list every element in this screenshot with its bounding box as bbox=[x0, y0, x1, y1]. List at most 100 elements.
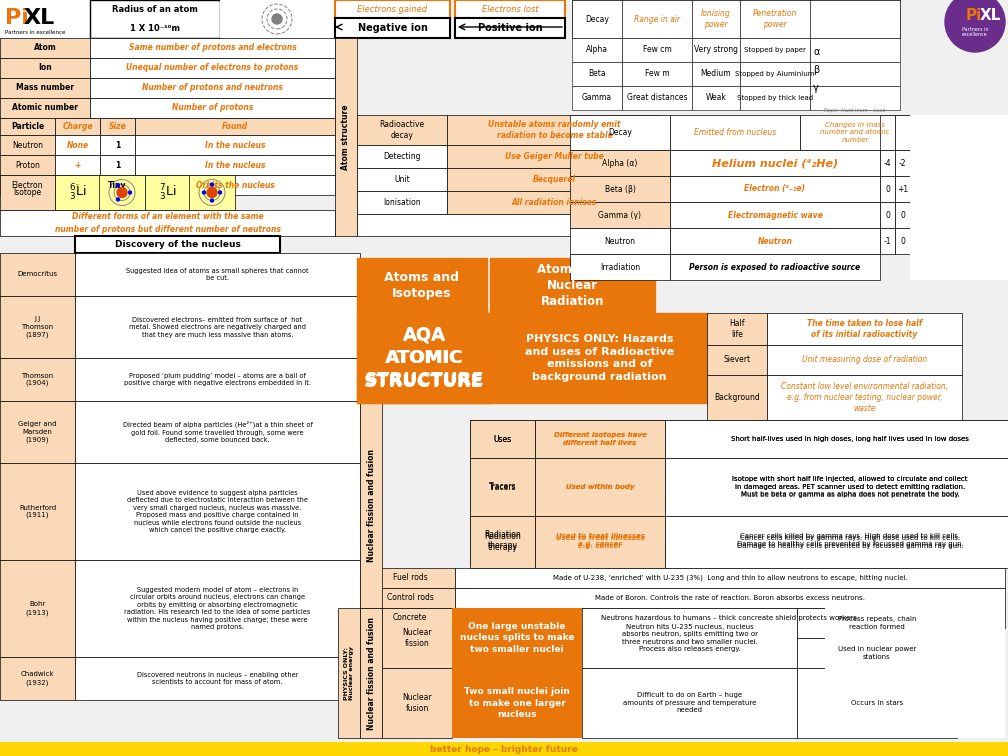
Text: Number of protons: Number of protons bbox=[172, 104, 253, 113]
Text: Stopped by Aluminium: Stopped by Aluminium bbox=[735, 71, 814, 77]
Text: 1: 1 bbox=[115, 160, 120, 169]
FancyBboxPatch shape bbox=[455, 18, 565, 38]
Text: XL: XL bbox=[980, 8, 1001, 23]
FancyBboxPatch shape bbox=[99, 175, 145, 210]
Text: Positive ion: Positive ion bbox=[478, 23, 542, 33]
Text: Emitted from nucleus: Emitted from nucleus bbox=[694, 128, 776, 137]
FancyBboxPatch shape bbox=[490, 258, 655, 313]
FancyBboxPatch shape bbox=[357, 145, 447, 168]
Text: Gamma: Gamma bbox=[582, 94, 612, 103]
Text: Electron (⁰₋₁e): Electron (⁰₋₁e) bbox=[745, 184, 805, 194]
FancyBboxPatch shape bbox=[135, 175, 335, 195]
FancyBboxPatch shape bbox=[455, 568, 1005, 588]
FancyBboxPatch shape bbox=[357, 313, 492, 403]
Text: Used in nuclear power
stations: Used in nuclear power stations bbox=[838, 646, 916, 660]
FancyBboxPatch shape bbox=[75, 560, 360, 657]
FancyBboxPatch shape bbox=[570, 150, 670, 176]
FancyBboxPatch shape bbox=[447, 168, 662, 191]
Text: Atomic number: Atomic number bbox=[12, 104, 78, 113]
FancyBboxPatch shape bbox=[810, 86, 900, 110]
FancyBboxPatch shape bbox=[570, 254, 670, 280]
Text: Use Geiger Muller tube: Use Geiger Muller tube bbox=[505, 152, 604, 161]
Circle shape bbox=[117, 198, 120, 201]
FancyBboxPatch shape bbox=[572, 86, 622, 110]
FancyBboxPatch shape bbox=[90, 58, 335, 78]
Text: Size: Size bbox=[109, 122, 126, 131]
Text: Different forms of an element with the same: Different forms of an element with the s… bbox=[72, 212, 263, 221]
FancyBboxPatch shape bbox=[55, 118, 100, 135]
FancyBboxPatch shape bbox=[365, 588, 455, 608]
Text: Nuclear fission and fusion: Nuclear fission and fusion bbox=[367, 616, 376, 730]
Text: Different isotopes have
different half lives: Different isotopes have different half l… bbox=[553, 432, 646, 446]
FancyBboxPatch shape bbox=[740, 86, 810, 110]
Text: Detecting: Detecting bbox=[383, 152, 420, 161]
FancyBboxPatch shape bbox=[572, 62, 622, 86]
FancyBboxPatch shape bbox=[570, 115, 670, 150]
FancyBboxPatch shape bbox=[0, 135, 55, 155]
FancyBboxPatch shape bbox=[572, 0, 900, 38]
Text: Fuel rods: Fuel rods bbox=[393, 574, 427, 583]
FancyBboxPatch shape bbox=[572, 38, 622, 62]
Text: Same number of protons and electrons: Same number of protons and electrons bbox=[129, 44, 296, 52]
FancyBboxPatch shape bbox=[670, 228, 880, 254]
FancyBboxPatch shape bbox=[622, 62, 692, 86]
FancyBboxPatch shape bbox=[492, 313, 707, 403]
FancyBboxPatch shape bbox=[880, 228, 895, 254]
FancyBboxPatch shape bbox=[100, 155, 135, 175]
Text: Ionisation: Ionisation bbox=[383, 198, 420, 207]
Text: Becquerel: Becquerel bbox=[533, 175, 576, 184]
Text: Used within body: Used within body bbox=[565, 484, 634, 490]
Text: 0: 0 bbox=[885, 184, 890, 194]
Circle shape bbox=[203, 191, 206, 194]
Text: None: None bbox=[67, 141, 89, 150]
Circle shape bbox=[117, 187, 127, 197]
FancyBboxPatch shape bbox=[740, 62, 810, 86]
Text: 1: 1 bbox=[115, 141, 120, 150]
Text: Decay: Decay bbox=[608, 128, 632, 137]
Text: Found: Found bbox=[222, 122, 248, 131]
Circle shape bbox=[117, 184, 120, 187]
FancyBboxPatch shape bbox=[665, 458, 1008, 515]
FancyBboxPatch shape bbox=[535, 420, 665, 458]
Text: Electromagnetic wave: Electromagnetic wave bbox=[728, 210, 823, 219]
FancyBboxPatch shape bbox=[622, 0, 692, 38]
Text: Rutherford
(1911): Rutherford (1911) bbox=[19, 504, 56, 519]
Text: Weak: Weak bbox=[706, 94, 727, 103]
FancyBboxPatch shape bbox=[895, 228, 910, 254]
FancyBboxPatch shape bbox=[797, 638, 957, 668]
FancyBboxPatch shape bbox=[452, 608, 582, 668]
Text: The time taken to lose half
of its initial radioactivity: The time taken to lose half of its initi… bbox=[806, 319, 922, 339]
Text: Used to treat illnesses
e.g. cancer: Used to treat illnesses e.g. cancer bbox=[555, 533, 644, 547]
Text: Irradiation: Irradiation bbox=[600, 262, 640, 271]
FancyBboxPatch shape bbox=[692, 86, 740, 110]
Circle shape bbox=[211, 199, 214, 202]
FancyBboxPatch shape bbox=[357, 313, 492, 403]
Text: Short half-lives used in high doses, long half lives used in low doses: Short half-lives used in high doses, lon… bbox=[731, 436, 969, 442]
FancyBboxPatch shape bbox=[452, 668, 582, 738]
Text: Atoms and
Nuclear
Radiation: Atoms and Nuclear Radiation bbox=[537, 263, 608, 308]
Text: Directed beam of alpha particles (He²⁺)at a thin sheet of
gold foil. Found some : Directed beam of alpha particles (He²⁺)a… bbox=[123, 421, 312, 443]
Text: +: + bbox=[75, 160, 81, 169]
FancyBboxPatch shape bbox=[670, 254, 880, 280]
FancyBboxPatch shape bbox=[670, 115, 800, 150]
FancyBboxPatch shape bbox=[335, 18, 450, 38]
Text: Medium: Medium bbox=[701, 70, 732, 79]
Text: Proton: Proton bbox=[15, 160, 40, 169]
FancyBboxPatch shape bbox=[692, 62, 740, 86]
Text: 0: 0 bbox=[885, 210, 890, 219]
FancyBboxPatch shape bbox=[0, 38, 90, 58]
Text: 0: 0 bbox=[900, 210, 905, 219]
Text: Electrons gained: Electrons gained bbox=[358, 5, 427, 14]
FancyBboxPatch shape bbox=[810, 62, 900, 86]
FancyBboxPatch shape bbox=[357, 168, 447, 191]
FancyBboxPatch shape bbox=[622, 86, 692, 110]
Text: All radiation ionises: All radiation ionises bbox=[512, 198, 597, 207]
FancyBboxPatch shape bbox=[810, 38, 900, 62]
Text: Neutron: Neutron bbox=[605, 237, 635, 246]
Text: Thomson
(1904): Thomson (1904) bbox=[21, 373, 53, 386]
FancyBboxPatch shape bbox=[360, 403, 382, 608]
Text: Partners in
excellence: Partners in excellence bbox=[962, 26, 988, 37]
FancyBboxPatch shape bbox=[535, 420, 665, 458]
Text: Atom structure: Atom structure bbox=[342, 104, 351, 170]
Text: In the nucleus: In the nucleus bbox=[205, 141, 265, 150]
